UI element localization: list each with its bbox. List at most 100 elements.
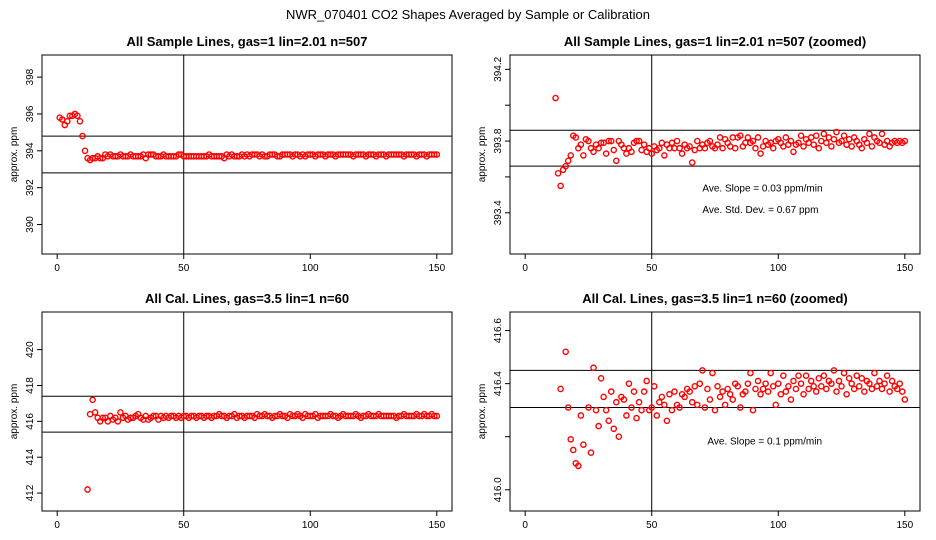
- data-point: [691, 382, 699, 390]
- data-point: [706, 137, 714, 145]
- annotation-text: Ave. Std. Dev. = 0.67 ppm: [702, 205, 818, 216]
- data-point: [701, 404, 709, 411]
- data-point: [699, 367, 706, 374]
- y-tick-label: 416.0: [493, 477, 504, 502]
- data-point: [630, 388, 638, 395]
- data-point: [883, 372, 891, 379]
- data-point: [577, 141, 585, 148]
- panels: All Sample Lines, gas=1 lin=2.01 n=507 0 5…: [9, 34, 921, 531]
- data-point: [686, 143, 693, 150]
- data-point: [701, 144, 709, 152]
- data-point: [863, 139, 871, 147]
- data-point: [648, 150, 656, 157]
- data-point: [757, 390, 764, 398]
- data-point: [873, 382, 881, 390]
- data-point: [731, 144, 739, 152]
- data-point: [810, 141, 818, 148]
- data-point: [724, 385, 731, 393]
- data-point: [830, 367, 838, 374]
- data-point: [661, 152, 668, 159]
- data-point: [807, 377, 815, 385]
- data-point: [901, 396, 909, 403]
- data-point: [754, 134, 762, 141]
- data-point: [858, 375, 866, 382]
- x-tick-label: 100: [770, 520, 787, 531]
- data-point: [754, 377, 762, 385]
- data-point: [633, 137, 640, 145]
- data-point: [881, 380, 888, 387]
- data-point: [782, 388, 790, 395]
- data-point: [893, 385, 901, 393]
- data-point: [706, 396, 714, 403]
- annotation-text: Ave. Slope = 0.03 ppm/min: [702, 183, 822, 194]
- data-point: [757, 150, 764, 157]
- data-point: [595, 144, 602, 152]
- data-point: [769, 144, 777, 152]
- data-point: [797, 380, 805, 387]
- panel-4: All Cal. Lines, gas=3.5 lin=1 n=60 (zoom…: [477, 291, 921, 531]
- data-point: [562, 348, 569, 356]
- data-point: [848, 380, 855, 387]
- data-point: [658, 393, 666, 401]
- data-point: [787, 396, 795, 403]
- y-tick-label: 393.8: [493, 128, 504, 153]
- data-point: [640, 141, 648, 148]
- data-point: [853, 372, 861, 379]
- data-point: [99, 414, 107, 422]
- data-point: [628, 148, 635, 156]
- plot-frame: [41, 54, 453, 255]
- data-point: [79, 132, 86, 140]
- x-tick-label: 0: [522, 520, 528, 531]
- plot-frame: [509, 54, 921, 255]
- data-point: [554, 170, 562, 177]
- data-point: [590, 364, 597, 372]
- data-point: [737, 404, 744, 411]
- data-point: [150, 412, 157, 420]
- data-point: [734, 382, 742, 390]
- data-point: [795, 139, 802, 147]
- data-point: [557, 385, 564, 393]
- x-tick-label: 0: [54, 520, 60, 531]
- data-point: [602, 150, 610, 157]
- panel-title: All Sample Lines, gas=1 lin=2.01 n=507 (…: [564, 34, 866, 49]
- data-point: [577, 412, 585, 419]
- data-point: [557, 182, 564, 190]
- y-tick-label: 390: [25, 216, 36, 233]
- data-point: [585, 137, 592, 145]
- plot-frame: [41, 311, 453, 512]
- data-point: [744, 134, 752, 141]
- data-point: [896, 380, 904, 387]
- data-point: [838, 137, 845, 145]
- y-tick-label: 416: [25, 413, 36, 430]
- annotation-text: Ave. Slope = 0.1 ppm/min: [707, 437, 822, 448]
- data-point: [866, 380, 873, 387]
- data-point: [91, 409, 99, 416]
- data-point: [668, 406, 676, 414]
- data-point: [688, 159, 696, 166]
- y-tick-label: 392: [25, 179, 36, 196]
- data-point: [767, 369, 774, 377]
- data-point: [709, 369, 716, 377]
- data-point: [693, 137, 701, 145]
- data-point: [769, 382, 777, 390]
- y-axis-label: approx. ppm: [9, 384, 20, 440]
- data-point: [81, 147, 89, 155]
- data-point: [780, 372, 787, 379]
- data-point: [823, 385, 830, 393]
- data-point: [833, 388, 840, 395]
- data-point: [686, 388, 693, 395]
- data-point: [433, 151, 441, 158]
- y-tick-label: 398: [25, 68, 36, 85]
- x-tick-label: 0: [522, 263, 528, 274]
- data-point: [620, 396, 628, 403]
- data-point: [878, 130, 886, 138]
- data-point: [714, 382, 721, 390]
- data-point: [567, 436, 575, 443]
- y-tick-label: 412: [25, 484, 36, 501]
- data-point: [666, 390, 673, 398]
- data-point: [430, 151, 438, 158]
- data-point: [823, 139, 830, 147]
- data-point: [640, 388, 648, 395]
- data-point: [840, 132, 848, 139]
- data-point: [828, 143, 835, 150]
